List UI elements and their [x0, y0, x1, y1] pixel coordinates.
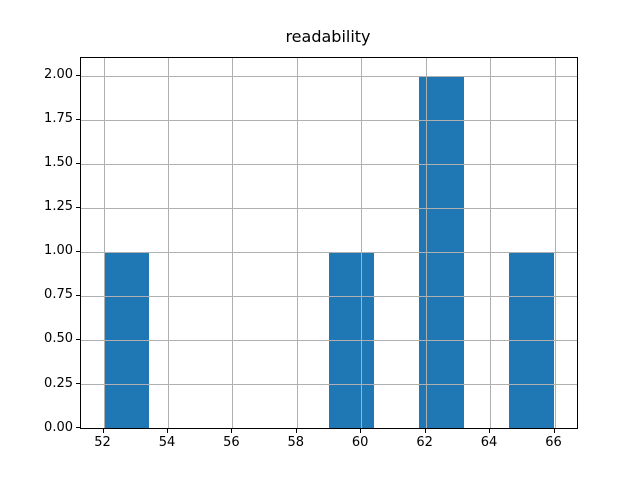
- y-tick-label: 1.50: [44, 155, 73, 171]
- gridline-horizontal: [81, 339, 577, 341]
- y-tick-mark: [76, 118, 80, 120]
- gridline-horizontal: [81, 251, 577, 253]
- x-tick-label: 58: [287, 435, 305, 450]
- gridline-vertical: [361, 58, 363, 428]
- gridline-vertical: [103, 58, 105, 428]
- gridline-vertical: [168, 58, 169, 428]
- gridline-horizontal: [81, 119, 577, 121]
- y-tick-mark: [76, 427, 80, 428]
- x-tick-mark: [295, 429, 297, 433]
- y-tick-label: 1.25: [44, 199, 73, 215]
- x-tick-label: 52: [94, 435, 111, 450]
- x-tick-label: 64: [480, 435, 498, 450]
- gridline-vertical: [554, 58, 556, 428]
- y-tick-label: 0.25: [44, 375, 73, 391]
- y-tick-label: 0.75: [44, 287, 73, 303]
- gridline-vertical: [296, 58, 298, 428]
- x-tick-mark: [360, 429, 362, 433]
- x-tick-label: 66: [545, 435, 562, 450]
- gridline-horizontal: [81, 384, 577, 385]
- gridline-vertical: [232, 58, 234, 428]
- y-tick-mark: [76, 206, 80, 208]
- y-tick-mark: [76, 338, 80, 340]
- x-tick-mark: [489, 429, 490, 433]
- y-tick-mark: [76, 294, 80, 296]
- x-tick-label: 60: [351, 435, 369, 450]
- y-tick-label: 1.00: [44, 243, 73, 259]
- y-tick-mark: [76, 162, 80, 164]
- y-tick-label: 1.75: [44, 111, 73, 127]
- gridline-horizontal: [81, 75, 577, 77]
- gridline-horizontal: [81, 207, 577, 209]
- y-tick-label: 0.50: [44, 331, 73, 347]
- x-tick-mark: [424, 429, 426, 433]
- chart-title: readability: [285, 27, 371, 46]
- plot-area: [80, 57, 578, 429]
- x-tick-mark: [553, 429, 555, 433]
- y-tick-mark: [76, 383, 80, 384]
- gridline-vertical: [425, 58, 427, 428]
- y-tick-mark: [76, 250, 80, 252]
- y-tick-mark: [76, 74, 80, 76]
- y-tick-label: 0.00: [44, 419, 73, 435]
- gridline-vertical: [490, 58, 491, 428]
- x-tick-mark: [102, 429, 104, 433]
- gridline-horizontal: [81, 295, 577, 297]
- x-tick-label: 56: [223, 435, 240, 450]
- x-tick-label: 54: [158, 435, 176, 450]
- y-tick-label: 2.00: [44, 67, 73, 83]
- x-tick-mark: [231, 429, 233, 433]
- x-tick-mark: [167, 429, 168, 433]
- x-tick-label: 62: [416, 435, 433, 450]
- gridline-horizontal: [81, 163, 577, 165]
